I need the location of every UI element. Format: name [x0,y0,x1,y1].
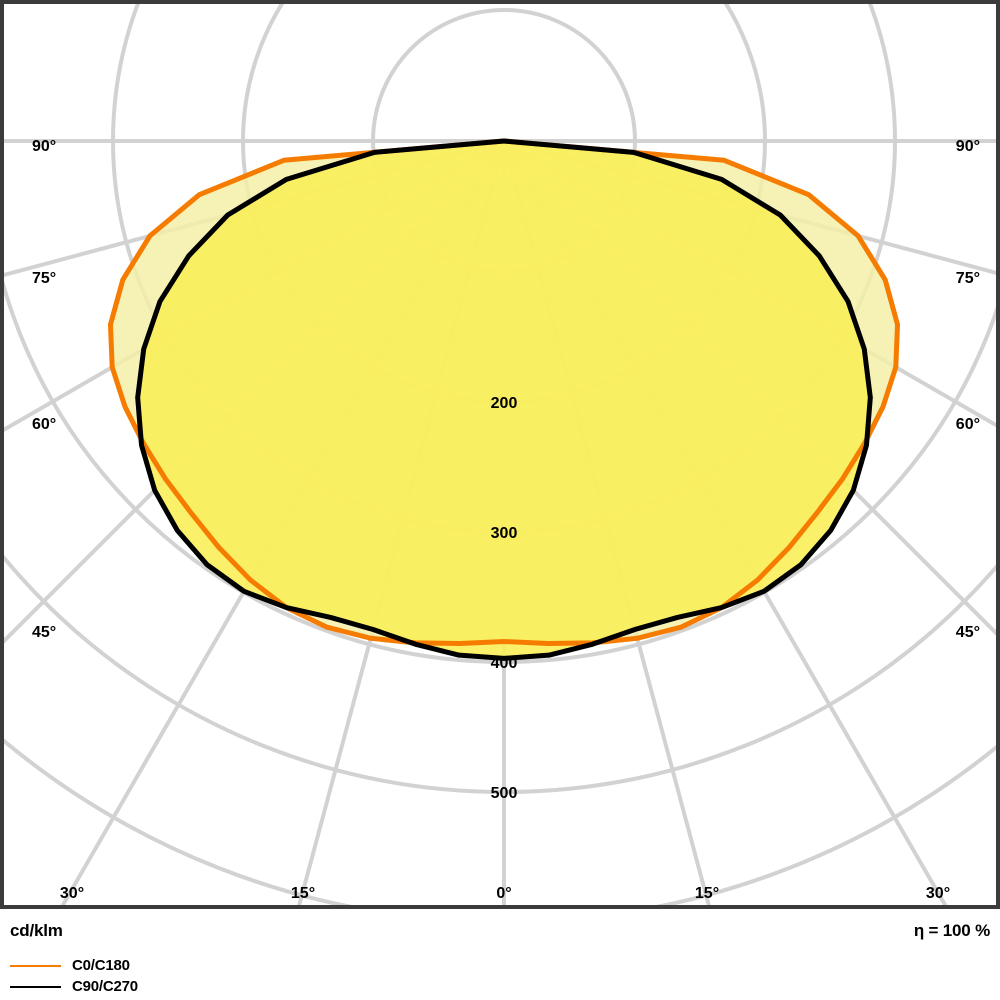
radial-tick-200: 200 [491,395,518,412]
angle-tick-bottom-2: 0° [496,885,511,902]
angle-tick-right-45deg: 45° [956,624,980,641]
radial-tick-400: 400 [491,655,518,672]
angle-tick-left-60deg: 60° [32,416,56,433]
angle-tick-bottom-0: 30° [60,885,84,902]
series-lines [107,138,901,661]
chart-footer: cd/klm η = 100 % C0/C180 C90/C270 [0,909,1000,1000]
legend: C0/C180 C90/C270 [10,955,138,997]
polar-plot-canvas: 200 300 400 500 90° 75° 60° 45° 90° 75° 60° 45° 30° 1… [4,4,996,905]
radial-tick-500: 500 [491,785,518,802]
legend-swatch-c0-c180 [10,964,61,967]
series-line-c0-c180 [107,138,901,646]
series-fill-c90-c270 [137,141,871,659]
series-fills [110,141,898,659]
angle-tick-right-90deg: 90° [956,138,980,155]
series-line-c90-c270 [135,138,873,661]
angle-tick-left-45deg: 45° [32,624,56,641]
angle-tick-bottom-1: 15° [291,885,315,902]
angle-tick-right-75deg: 75° [956,270,980,287]
polar-plot-frame: 200 300 400 500 90° 75° 60° 45° 90° 75° 60° 45° 30° 1… [0,0,1000,909]
efficiency-label: η = 100 % [913,921,990,940]
plot-labels: 200 300 400 500 90° 75° 60° 45° 90° 75° 60° 45° 30° 1… [32,138,980,902]
radial-tick-300: 300 [491,525,518,542]
angle-tick-right-60deg: 60° [956,416,980,433]
angle-tick-left-90deg: 90° [32,138,56,155]
angle-tick-bottom-4: 30° [926,885,950,902]
angle-tick-bottom-3: 15° [695,885,719,902]
legend-label-c0-c180: C0/C180 [72,957,130,974]
unit-label: cd/klm [10,921,63,940]
legend-swatch-c90-c270 [10,985,61,988]
legend-label-c90-c270: C90/C270 [72,978,138,995]
legend-item-c0-c180: C0/C180 [10,955,138,976]
angle-tick-left-75deg: 75° [32,270,56,287]
legend-item-c90-c270: C90/C270 [10,976,138,997]
